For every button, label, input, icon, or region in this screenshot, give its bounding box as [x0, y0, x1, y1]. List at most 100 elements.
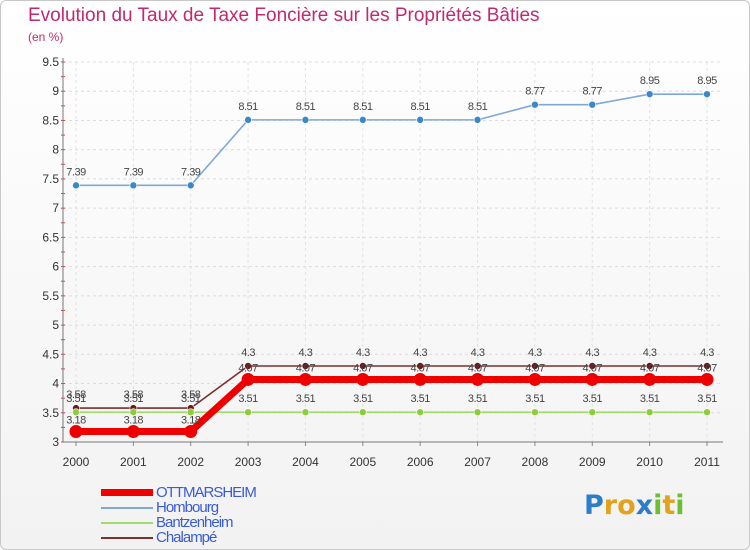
grid — [63, 61, 723, 443]
data-label: 8.51 — [353, 101, 373, 113]
legend-swatch — [101, 489, 153, 496]
data-label: 3.58 — [124, 389, 144, 401]
data-label: 3.18 — [66, 414, 86, 426]
data-label: 3.51 — [296, 393, 316, 405]
data-point — [700, 372, 714, 386]
data-point — [416, 116, 424, 124]
y-tick-label: 8.5 — [42, 113, 59, 127]
data-point — [645, 362, 654, 370]
x-tick-label: 2011 — [694, 455, 720, 469]
y-tick-label: 3 — [52, 435, 59, 449]
legend-label: OTTMARSHEIM — [156, 484, 257, 501]
legend-swatch — [101, 537, 153, 539]
data-label: 4.3 — [700, 347, 714, 359]
y-tick-label: 7 — [52, 201, 59, 215]
data-label: 3.51 — [353, 393, 373, 405]
legend-swatch — [101, 507, 153, 509]
data-point — [129, 408, 138, 416]
data-point — [588, 362, 597, 370]
proxiti-logo[interactable]: Proxiti — [584, 490, 685, 521]
data-label: 8.51 — [238, 101, 258, 113]
data-point — [244, 408, 252, 416]
series-line — [76, 375, 707, 435]
data-label: 4.3 — [643, 347, 657, 359]
data-point — [643, 372, 657, 386]
logo-letter: i — [675, 490, 685, 521]
data-label: 4.07 — [353, 362, 373, 374]
legend-label: Bantzenheim — [156, 514, 234, 531]
data-label: 3.51 — [124, 393, 144, 405]
data-label: 3.51 — [238, 393, 258, 405]
data-point — [585, 372, 599, 386]
data-label: 8.51 — [410, 101, 430, 113]
data-label: 3.51 — [525, 393, 545, 405]
logo-letter: P — [584, 490, 604, 521]
series-line — [76, 93, 707, 187]
y-tick-label: 4 — [52, 377, 59, 391]
data-point — [588, 100, 597, 109]
data-point — [703, 362, 711, 370]
logo-letter: t — [662, 490, 676, 521]
data-label: 4.07 — [697, 362, 717, 374]
data-label: 4.07 — [468, 362, 488, 374]
data-label: 3.51 — [66, 393, 86, 405]
data-label: 4.3 — [413, 347, 427, 359]
y-tick-label: 6.5 — [42, 230, 59, 244]
data-label: 8.77 — [583, 86, 603, 98]
data-label: 4.3 — [299, 347, 313, 359]
x-tick-label: 2007 — [464, 455, 491, 469]
data-label: 4.3 — [356, 347, 370, 359]
data-point — [298, 372, 312, 386]
y-tick-label: 3.5 — [42, 406, 59, 420]
data-point — [416, 408, 424, 416]
data-label: 7.39 — [181, 166, 201, 178]
data-point — [528, 372, 542, 386]
x-tick-label: 2008 — [522, 455, 549, 469]
y-tick-label: 4.5 — [42, 347, 59, 361]
data-point — [184, 424, 198, 438]
data-point — [301, 362, 310, 370]
data-label: 3.18 — [124, 414, 144, 426]
logo-letter: i — [653, 490, 663, 521]
data-point — [473, 362, 482, 370]
data-point — [703, 408, 711, 416]
logo-letter: r — [603, 490, 618, 521]
series-hombourg: 7.39 7.39 7.39 8.51 8.51 8.51 8.51 8.51 8.77 8.77… — [66, 75, 718, 190]
data-point — [473, 408, 482, 416]
data-label: 7.39 — [124, 166, 144, 178]
data-label: 8.51 — [468, 101, 488, 113]
data-label: 4.07 — [583, 362, 603, 374]
data-point — [241, 372, 255, 386]
logo-letter: o — [617, 490, 636, 521]
data-label: 3.51 — [640, 393, 660, 405]
data-point — [301, 116, 310, 124]
data-point — [186, 181, 195, 190]
data-label: 4.07 — [238, 362, 258, 374]
logo-letter: x — [635, 490, 654, 521]
data-point — [645, 408, 654, 416]
axes: 3 3.5 4 4.5 5 5.5 6 6.5 7 7.5 8 8.5 9 9.5 2000 2001 2002… — [42, 55, 723, 469]
x-tick-label: 2000 — [63, 455, 90, 469]
data-point — [531, 362, 539, 370]
y-tick-label: 5 — [52, 318, 59, 332]
data-point — [413, 372, 427, 386]
y-tick-label: 7.5 — [42, 172, 59, 186]
data-label: 3.51 — [181, 393, 201, 405]
data-label: 3.18 — [181, 414, 201, 426]
x-tick-label: 2001 — [120, 455, 147, 469]
x-tick-label: 2005 — [349, 455, 376, 469]
data-label: 4.07 — [296, 362, 316, 374]
y-unit-label: (en %) — [28, 30, 64, 44]
y-tick-label: 6 — [52, 260, 59, 274]
data-label: 3.51 — [468, 393, 488, 405]
data-label: 8.77 — [525, 86, 545, 98]
data-label: 4.07 — [525, 362, 545, 374]
data-label: 8.95 — [640, 75, 660, 87]
data-label: 4.07 — [640, 362, 660, 374]
x-tick-label: 2004 — [292, 455, 319, 469]
data-label: 3.51 — [697, 393, 717, 405]
data-point — [645, 90, 654, 98]
data-point — [301, 408, 310, 416]
y-tick-label: 5.5 — [42, 289, 59, 303]
